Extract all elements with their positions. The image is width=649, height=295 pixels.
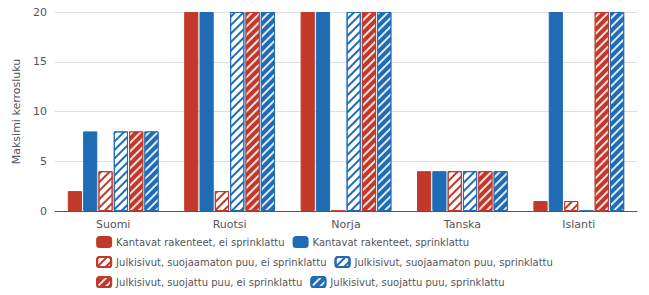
svg-text:Islanti: Islanti	[562, 218, 595, 231]
svg-text:Maksimi kerrosluku: Maksimi kerrosluku	[10, 59, 23, 165]
svg-text:Julkisivut, suojaamaton puu, s: Julkisivut, suojaamaton puu, sprinklattu	[354, 257, 553, 268]
svg-text:Julkisivut, suojattu puu, ei s: Julkisivut, suojattu puu, ei sprinklattu	[115, 277, 302, 288]
svg-text:Julkisivut, suojaamaton puu, e: Julkisivut, suojaamaton puu, ei sprinkla…	[115, 257, 326, 268]
svg-text:0: 0	[40, 205, 47, 218]
svg-text:Tanska: Tanska	[443, 218, 481, 231]
svg-text:10: 10	[33, 105, 47, 118]
svg-text:20: 20	[33, 6, 47, 19]
svg-text:Kantavat rakenteet, ei sprinkl: Kantavat rakenteet, ei sprinklattu	[116, 237, 284, 248]
svg-text:5: 5	[40, 155, 47, 168]
svg-text:Ruotsi: Ruotsi	[213, 218, 247, 231]
svg-text:15: 15	[33, 55, 47, 68]
svg-text:Julkisivut, suojattu puu, spri: Julkisivut, suojattu puu, sprinklattu	[329, 277, 504, 288]
svg-text:Norja: Norja	[331, 218, 360, 231]
svg-text:Suomi: Suomi	[96, 218, 130, 231]
svg-text:Kantavat rakenteet, sprinklatt: Kantavat rakenteet, sprinklattu	[313, 237, 469, 248]
